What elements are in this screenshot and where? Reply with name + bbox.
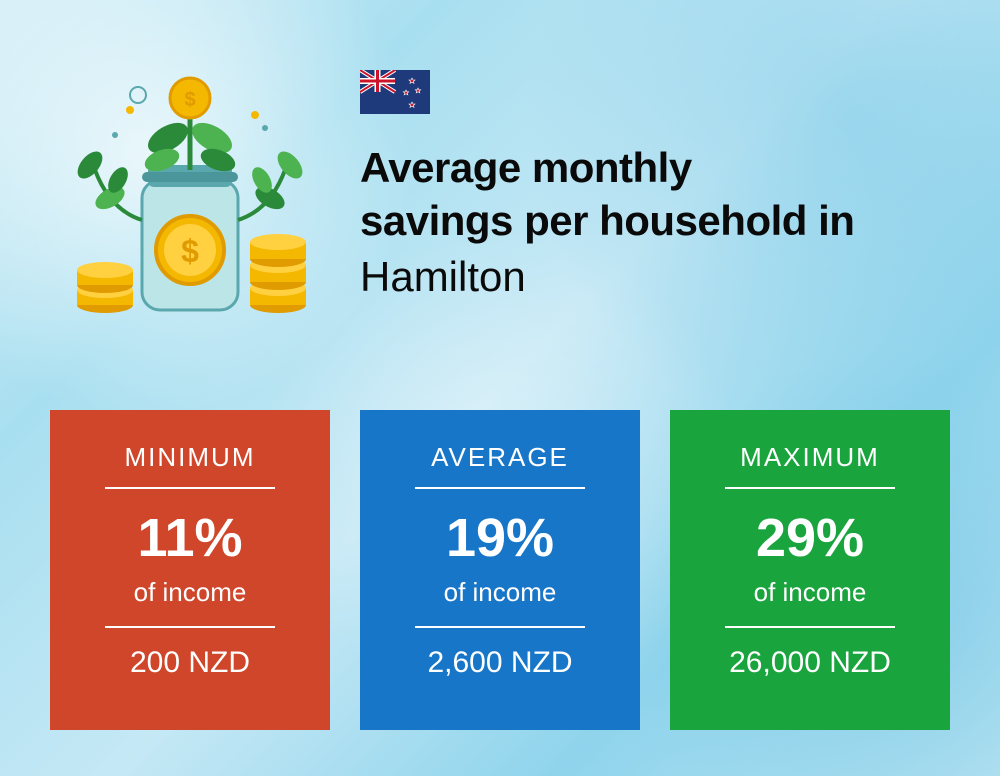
divider — [105, 487, 275, 489]
divider — [415, 626, 585, 628]
title-city: Hamilton — [360, 253, 854, 301]
card-minimum: MINIMUM 11% of income 200 NZD — [50, 410, 330, 730]
title-line-1: Average monthly — [360, 142, 854, 195]
stat-cards-row: MINIMUM 11% of income 200 NZD AVERAGE 19… — [50, 410, 950, 730]
divider — [725, 487, 895, 489]
card-label: MINIMUM — [125, 442, 256, 473]
coin-stack-right — [250, 234, 306, 313]
card-average: AVERAGE 19% of income 2,600 NZD — [360, 410, 640, 730]
card-maximum: MAXIMUM 29% of income 26,000 NZD — [670, 410, 950, 730]
card-amount: 2,600 NZD — [427, 646, 572, 680]
new-zealand-flag-icon — [360, 70, 430, 114]
card-subtext: of income — [754, 577, 867, 608]
divider — [725, 626, 895, 628]
title-block: Average monthly savings per household in… — [360, 60, 854, 301]
svg-text:$: $ — [181, 233, 199, 269]
savings-jar-illustration: $ $ — [60, 60, 320, 330]
divider — [105, 626, 275, 628]
card-subtext: of income — [134, 577, 247, 608]
coin-stack-left — [77, 262, 133, 313]
header: $ $ — [60, 60, 940, 330]
card-amount: 26,000 NZD — [729, 646, 891, 680]
card-percent: 11% — [137, 507, 242, 569]
divider — [415, 487, 585, 489]
card-label: AVERAGE — [431, 442, 569, 473]
card-percent: 19% — [446, 507, 554, 569]
card-amount: 200 NZD — [130, 646, 250, 680]
card-label: MAXIMUM — [740, 442, 880, 473]
svg-text:$: $ — [184, 89, 195, 111]
title-line-2: savings per household in — [360, 195, 854, 248]
card-percent: 29% — [756, 507, 864, 569]
card-subtext: of income — [444, 577, 557, 608]
savings-jar: $ — [142, 165, 238, 310]
